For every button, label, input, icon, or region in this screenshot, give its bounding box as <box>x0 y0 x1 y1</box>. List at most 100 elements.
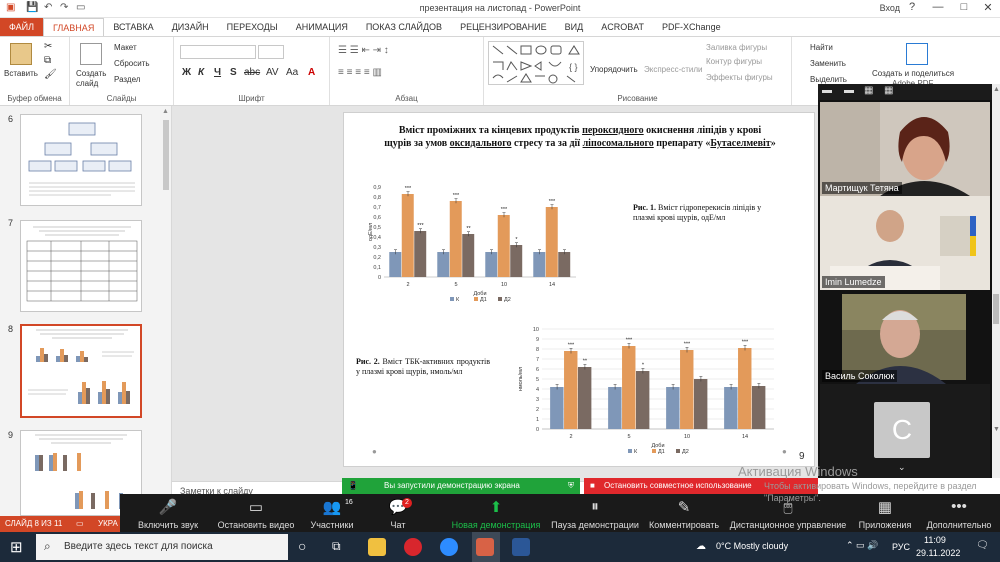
help-icon[interactable]: ? <box>908 1 916 13</box>
tab-view[interactable]: ВИД <box>564 22 584 32</box>
opera-icon[interactable] <box>404 538 422 556</box>
scroll-down-icon[interactable]: ▼ <box>993 426 1000 433</box>
remote-control-button[interactable]: 🖱 Дистанционное управление <box>728 494 848 534</box>
bold-button[interactable]: Ж <box>182 67 192 78</box>
task-view-icon[interactable]: ⧉ <box>332 539 341 553</box>
scroll-thumb[interactable] <box>163 120 169 190</box>
participant-video-tile[interactable]: Мартищук Тетяна <box>820 102 990 196</box>
tab-insert[interactable]: ВСТАВКА <box>113 22 154 32</box>
grid-view-icon[interactable]: ▦ <box>864 85 874 96</box>
weather-status[interactable]: 0°C Mostly cloudy <box>716 541 789 551</box>
slide-thumbnail[interactable] <box>20 114 142 206</box>
slide-thumbnail-selected[interactable] <box>20 324 142 418</box>
shape-outline-button[interactable]: Контур фигуры <box>706 57 762 66</box>
scroll-up-icon[interactable]: ▲ <box>993 86 1000 93</box>
word-taskbar-icon[interactable] <box>512 538 530 556</box>
underline-button[interactable]: Ч <box>214 67 222 78</box>
windows-start-icon[interactable]: ⊞ <box>10 539 23 556</box>
tab-slideshow[interactable]: ПОКАЗ СЛАЙДОВ <box>365 22 443 32</box>
tab-transitions[interactable]: ПЕРЕХОДЫ <box>226 22 278 32</box>
shape-effects-button[interactable]: Эффекты фигуры <box>706 73 773 82</box>
save-icon[interactable]: 💾 <box>26 2 39 13</box>
minimize-icon[interactable]: — <box>932 1 944 13</box>
speaker-view-icon[interactable]: ▬ <box>844 85 854 96</box>
tab-animation[interactable]: АНИМАЦИЯ <box>295 22 348 32</box>
notes-status-icon[interactable]: ▭ <box>76 519 84 528</box>
replace-button[interactable]: Заменить <box>810 59 846 68</box>
stop-share-banner[interactable]: ■ Остановить совместное использование <box>584 478 818 494</box>
format-painter-icon[interactable]: 🖌 <box>44 69 57 80</box>
strikethrough-button[interactable]: abc <box>244 67 261 78</box>
powerpoint-taskbar-icon[interactable] <box>476 538 494 556</box>
participant-video-tile[interactable]: Василь Соколюк <box>820 290 990 384</box>
annotate-button[interactable]: ✎ Комментировать <box>646 494 722 534</box>
stop-video-button[interactable]: ▭ Остановить видео <box>210 494 302 534</box>
font-name-field[interactable] <box>180 45 256 59</box>
new-share-button[interactable]: ⬆ Новая демонстрация <box>448 494 544 534</box>
italic-button[interactable]: К <box>198 67 205 78</box>
language-status[interactable]: УКРА <box>98 519 118 528</box>
bullets-icon[interactable]: ☰ ☰ ⇤ ⇥ ↕ <box>338 45 389 56</box>
participant-avatar-tile[interactable]: С ⌄ <box>820 384 990 478</box>
notifications-icon[interactable]: 🗨 <box>976 540 989 551</box>
more-button[interactable]: ••• Дополнительно <box>920 494 998 534</box>
current-slide[interactable]: Вміст проміжних та кінцевих продуктів пе… <box>343 112 815 467</box>
zoom-app-icon[interactable] <box>440 538 458 556</box>
scroll-thumb[interactable] <box>993 294 999 324</box>
apps-button[interactable]: ▦ Приложения <box>854 494 916 534</box>
close-icon[interactable]: ✕ <box>983 2 993 14</box>
tab-file[interactable]: ФАЙЛ <box>0 18 44 36</box>
layout-icon[interactable]: ▦ <box>884 85 894 96</box>
slides-panel-scrollbar[interactable]: ▲ ▼ <box>162 108 170 512</box>
clock-time[interactable]: 11:09 <box>924 535 946 545</box>
arrange-button[interactable]: Упорядочить <box>590 65 638 74</box>
minimize-panel-icon[interactable]: ▬ <box>822 85 832 96</box>
change-case-button[interactable]: Aa <box>286 67 299 78</box>
chevron-down-icon[interactable]: ⌄ <box>898 462 906 472</box>
find-button[interactable]: Найти <box>810 43 833 52</box>
tab-pdf-xchange[interactable]: PDF-XChange <box>662 22 721 32</box>
unmute-button[interactable]: 🎤 Включить звук <box>126 494 210 534</box>
layout-button[interactable]: Макет <box>114 43 137 52</box>
redo-icon[interactable]: ↷ <box>60 2 69 13</box>
input-language[interactable]: РУС <box>892 542 911 552</box>
pause-share-button[interactable]: ⏸ Пауза демонстрации <box>548 494 642 534</box>
cut-icon[interactable]: ✂ <box>44 41 53 52</box>
tab-review[interactable]: РЕЦЕНЗИРОВАНИЕ <box>460 22 547 32</box>
participant-video-tile[interactable]: Imin Lumedze <box>820 196 990 290</box>
file-explorer-icon[interactable] <box>368 538 386 556</box>
font-color-button[interactable]: A <box>308 67 316 78</box>
copy-icon[interactable]: ⧉ <box>44 55 52 66</box>
undo-icon[interactable]: ↶ <box>44 2 53 13</box>
reset-button[interactable]: Сбросить <box>114 59 150 68</box>
slideshow-start-icon[interactable]: ▭ <box>76 2 86 13</box>
quick-styles-button[interactable]: Экспресс-стили <box>644 65 703 74</box>
video-panel-scrollbar[interactable]: ▲ ▼ <box>992 84 1000 478</box>
char-spacing-button[interactable]: AV <box>266 67 279 78</box>
shadow-button[interactable]: S <box>230 67 237 78</box>
clock-date[interactable]: 29.11.2022 <box>916 548 961 558</box>
new-slide-icon[interactable] <box>80 43 102 65</box>
tray-icons[interactable]: ⌃ ▭ 🔊 <box>846 540 879 550</box>
paste-icon[interactable] <box>10 43 32 65</box>
chat-button[interactable]: 💬 2 Чат <box>376 494 420 534</box>
shapes-gallery[interactable]: { } <box>488 41 584 85</box>
cortana-icon[interactable]: ○ <box>298 538 307 554</box>
participants-button[interactable]: 👥 16 Участники <box>302 494 362 534</box>
sign-in-link[interactable]: Вход <box>879 3 900 13</box>
scroll-up-icon[interactable]: ▲ <box>162 108 169 115</box>
stop-share-button[interactable]: Остановить совместное использование <box>604 481 752 490</box>
taskbar-search[interactable]: ⌕ Введите здесь текст для поиска <box>36 534 288 560</box>
slide-thumbnail[interactable] <box>20 220 142 312</box>
tab-home[interactable]: ГЛАВНАЯ <box>43 18 105 36</box>
tab-acrobat[interactable]: ACROBAT <box>601 22 645 32</box>
new-slide-button[interactable]: Создать слайд <box>76 69 107 88</box>
select-button[interactable]: Выделить <box>810 75 847 84</box>
create-share-icon[interactable] <box>906 43 928 65</box>
align-icon[interactable]: ≡ ≡ ≡ ≡ ▥ <box>338 67 382 78</box>
section-button[interactable]: Раздел <box>114 75 141 84</box>
font-size-field[interactable] <box>258 45 284 59</box>
create-share-button[interactable]: Создать и поделиться <box>872 69 955 78</box>
shape-fill-button[interactable]: Заливка фигуры <box>706 43 768 52</box>
paste-button[interactable]: Вставить <box>4 69 38 78</box>
